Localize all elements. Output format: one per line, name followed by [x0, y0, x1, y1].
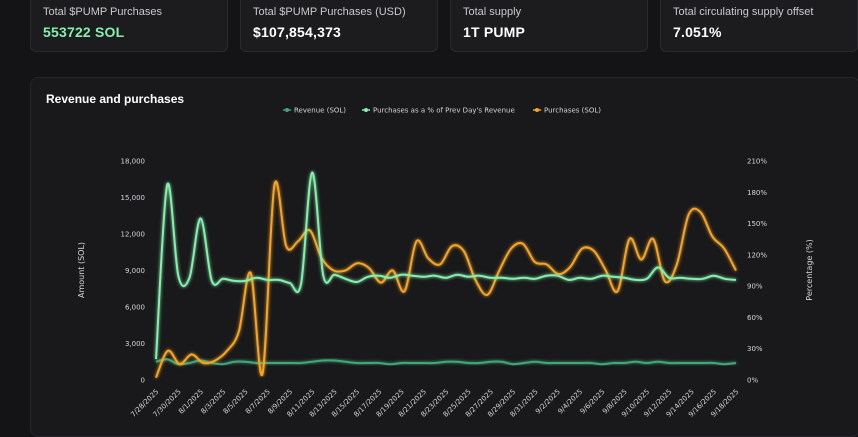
stat-label: Total supply — [463, 6, 522, 18]
stat-value: 553722 SOL — [43, 24, 125, 40]
legend-pct[interactable]: Purchases as a % of Prev Day's Revenue — [362, 107, 515, 115]
pct-line — [155, 171, 737, 360]
purchases-line — [155, 180, 737, 379]
legend-label: Purchases (SOL) — [544, 107, 601, 115]
stat-label: Total circulating supply offset — [673, 6, 814, 18]
legend-purchases[interactable]: Purchases (SOL) — [533, 107, 601, 115]
chart-legend: Revenue (SOL) Purchases as a % of Prev Da… — [283, 107, 601, 115]
stat-card-total-purchases-usd: Total $PUMP Purchases (USD) $107,854,373 — [240, 0, 438, 52]
revenue-line — [155, 358, 737, 366]
stat-label: Total $PUMP Purchases — [43, 6, 163, 18]
revenue-purchases-chart: Revenue (SOL) Purchases as a % of Prev Da… — [77, 107, 814, 419]
y2-tick-label: 30% — [747, 345, 763, 353]
stat-card-total-purchases: Total $PUMP Purchases 553722 SOL — [30, 0, 228, 52]
y2-tick-label: 210% — [747, 158, 767, 166]
stat-card-supply-offset: Total circulating supply offset 7.051% — [660, 0, 858, 52]
chart-title: Revenue and purchases — [46, 92, 185, 106]
legend-label: Purchases as a % of Prev Day's Revenue — [373, 107, 515, 115]
y-tick-label: 6,000 — [125, 304, 145, 312]
legend-revenue[interactable]: Revenue (SOL) — [283, 107, 346, 115]
y-tick-label: 3,000 — [125, 340, 145, 348]
y2-tick-label: 0% — [747, 377, 758, 385]
stat-value: 1T PUMP — [463, 24, 526, 40]
y-tick-label: 15,000 — [121, 194, 146, 202]
y-tick-label: 9,000 — [125, 267, 145, 275]
y2-tick-label: 60% — [747, 314, 763, 322]
y-tick-label: 12,000 — [121, 231, 146, 239]
y2-tick-label: 150% — [747, 220, 767, 228]
stat-card-total-supply: Total supply 1T PUMP — [450, 0, 648, 52]
y-tick-label: 18,000 — [121, 158, 146, 166]
stat-value: 7.051% — [673, 24, 722, 40]
chart-card — [30, 77, 858, 437]
y2-tick-label: 120% — [747, 251, 767, 259]
y2-tick-label: 180% — [747, 189, 767, 197]
y-tick-label: 0 — [141, 377, 145, 385]
stat-label: Total $PUMP Purchases (USD) — [253, 6, 406, 18]
legend-label: Revenue (SOL) — [294, 107, 346, 115]
y2-tick-label: 90% — [747, 283, 763, 291]
y2-axis-title: Percentage (%) — [805, 239, 814, 300]
y-axis-title: Amount (SOL) — [77, 242, 86, 298]
stat-value: $107,854,373 — [253, 24, 342, 40]
